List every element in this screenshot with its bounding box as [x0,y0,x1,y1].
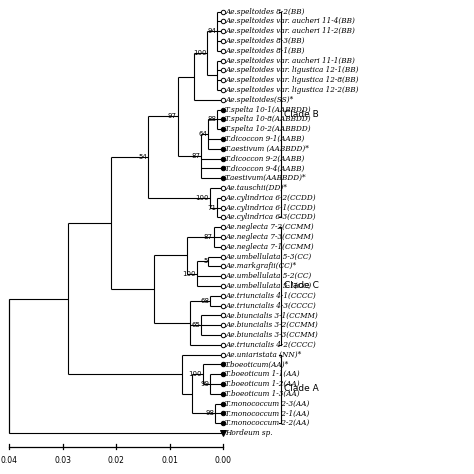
Text: Ae.biuncialis 3-3(CCMM): Ae.biuncialis 3-3(CCMM) [225,331,318,339]
Text: 87: 87 [204,234,213,240]
Text: Ae.neglecta 7-3(CCMM): Ae.neglecta 7-3(CCMM) [225,233,314,241]
Text: 88: 88 [207,117,216,122]
Text: Ae.speltoides(SS)*: Ae.speltoides(SS)* [225,96,293,104]
Text: 99: 99 [200,381,209,387]
Text: T.dicoccon 9-4(AABB): T.dicoccon 9-4(AABB) [225,164,304,173]
Text: Ae.markgrafii(CC)*: Ae.markgrafii(CC)* [225,263,296,270]
Text: Ae.speltoides var. aucheri 11-2(BB): Ae.speltoides var. aucheri 11-2(BB) [225,27,355,35]
Text: 97: 97 [168,113,177,119]
Text: 54: 54 [139,154,147,160]
Text: Ae.biuncialis 3-1(CCMM): Ae.biuncialis 3-1(CCMM) [225,311,318,319]
Text: Ae.triuncialis 4-3(CCCC): Ae.triuncialis 4-3(CCCC) [225,301,316,310]
Text: Ae.neglecta 7-2(CCMM): Ae.neglecta 7-2(CCMM) [225,223,314,231]
Text: 71: 71 [207,205,216,210]
Text: Ae.cylindrica 6-3(CCDD): Ae.cylindrica 6-3(CCDD) [225,213,316,221]
Text: 87: 87 [191,153,200,159]
Text: 5: 5 [203,258,208,264]
Text: 0.02: 0.02 [108,456,125,465]
Text: 0.01: 0.01 [161,456,178,465]
Text: Ae.umbellulata 5-1(CC): Ae.umbellulata 5-1(CC) [225,282,311,290]
Text: T.monococcum 2-1(AA): T.monococcum 2-1(AA) [225,410,310,418]
Text: 65: 65 [191,322,200,328]
Text: 68: 68 [200,298,209,304]
Text: Ae.umbellulata 5-3(CC): Ae.umbellulata 5-3(CC) [225,253,311,261]
Text: 64: 64 [199,131,208,137]
Text: 100: 100 [196,195,209,201]
Text: 100: 100 [189,371,202,377]
Text: Ae.speltoides var. aucheri 11-4(BB): Ae.speltoides var. aucheri 11-4(BB) [225,18,355,26]
Text: T.boeoticum 1-1(AA): T.boeoticum 1-1(AA) [225,370,300,378]
Text: Ae.cylindrica 6-2(CCDD): Ae.cylindrica 6-2(CCDD) [225,194,316,202]
Text: T.spelta 10-1(AABBDD): T.spelta 10-1(AABBDD) [225,106,311,114]
Text: Ae.speltoides 8-1(BB): Ae.speltoides 8-1(BB) [225,47,305,55]
Text: Ae.triuncialis 4-2(CCCC): Ae.triuncialis 4-2(CCCC) [225,341,316,349]
Text: Ae.umbellulata 5-2(CC): Ae.umbellulata 5-2(CC) [225,272,311,280]
Text: Ae.triuncialis 4-1(CCCC): Ae.triuncialis 4-1(CCCC) [225,292,316,300]
Text: Ae.cylindrica 6-1(CCDD): Ae.cylindrica 6-1(CCDD) [225,204,316,211]
Text: 94: 94 [207,28,216,34]
Text: Clade A: Clade A [284,384,319,393]
Text: T.dicoccon 9-2(AABB): T.dicoccon 9-2(AABB) [225,155,304,163]
Text: 98: 98 [206,410,215,416]
Text: Ae.biuncialis 3-2(CCMM): Ae.biuncialis 3-2(CCMM) [225,321,318,329]
Text: Ae.neglecta 7-1(CCMM): Ae.neglecta 7-1(CCMM) [225,243,314,251]
Text: Ae.speltoides var. aucheri 11-1(BB): Ae.speltoides var. aucheri 11-1(BB) [225,56,355,64]
Text: Ae.speltoides 8-2(BB): Ae.speltoides 8-2(BB) [225,8,305,16]
Text: T.boeoticum 1-3(AA): T.boeoticum 1-3(AA) [225,390,300,398]
Text: T.aestivum (AABBDD)*: T.aestivum (AABBDD)* [225,145,309,153]
Text: T.aestivum(AABBDD)*: T.aestivum(AABBDD)* [225,174,307,182]
Text: T.monococcum 2-2(AA): T.monococcum 2-2(AA) [225,419,310,427]
Text: T.spelta 10-2(AABBDD): T.spelta 10-2(AABBDD) [225,125,311,133]
Text: 100: 100 [182,271,196,277]
Text: Ae.speltoides var. ligustica 12-8(BB): Ae.speltoides var. ligustica 12-8(BB) [225,76,359,84]
Text: Ae.speltoides var. ligustica 12-2(BB): Ae.speltoides var. ligustica 12-2(BB) [225,86,359,94]
Text: Clade B: Clade B [284,110,319,119]
Text: T.boeoticum(AA)*: T.boeoticum(AA)* [225,360,289,368]
Text: Hordeum sp.: Hordeum sp. [225,429,273,437]
Text: T.boeoticum 1-2(AA): T.boeoticum 1-2(AA) [225,380,300,388]
Text: Ae.speltoides var. ligustica 12-1(BB): Ae.speltoides var. ligustica 12-1(BB) [225,66,359,74]
Text: 0.03: 0.03 [54,456,71,465]
Text: Ae.tauschii(DD)*: Ae.tauschii(DD)* [225,184,287,192]
Text: Ae.uniaristata (NN)*: Ae.uniaristata (NN)* [225,351,301,359]
Text: T.spelta 10-8(AABBDD): T.spelta 10-8(AABBDD) [225,115,311,123]
Text: Ae.speltoides 8-3(BB): Ae.speltoides 8-3(BB) [225,37,305,45]
Text: 0.00: 0.00 [215,456,232,465]
Text: T.dicoccon 9-1(AABB): T.dicoccon 9-1(AABB) [225,135,304,143]
Text: Clade C: Clade C [284,282,319,291]
Text: 100: 100 [193,50,207,56]
Text: T.monococcum 2-3(AA): T.monococcum 2-3(AA) [225,400,310,408]
Text: 0.04: 0.04 [0,456,18,465]
